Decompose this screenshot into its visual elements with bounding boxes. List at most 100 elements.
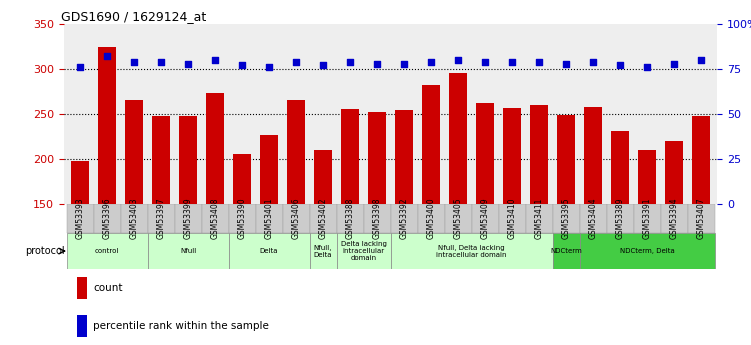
Bar bbox=[611, 131, 629, 204]
Bar bbox=[553, 204, 580, 233]
Bar bbox=[580, 204, 607, 233]
Bar bbox=[607, 204, 634, 233]
Bar bbox=[584, 107, 602, 204]
Text: GSM53397: GSM53397 bbox=[156, 197, 165, 239]
Point bbox=[263, 65, 275, 70]
Point bbox=[587, 59, 599, 65]
Bar bbox=[530, 105, 547, 204]
Bar bbox=[174, 204, 201, 233]
Point bbox=[614, 63, 626, 68]
Text: GSM53392: GSM53392 bbox=[400, 198, 409, 239]
Bar bbox=[147, 204, 174, 233]
Bar bbox=[422, 85, 440, 204]
Bar bbox=[499, 204, 526, 233]
Bar bbox=[472, 204, 499, 233]
Bar bbox=[557, 115, 575, 204]
Bar bbox=[476, 103, 494, 204]
Bar bbox=[67, 233, 147, 269]
Text: Nfull: Nfull bbox=[180, 248, 196, 254]
Bar bbox=[309, 233, 336, 269]
Text: GSM53398: GSM53398 bbox=[372, 198, 382, 239]
Point bbox=[695, 57, 707, 63]
Point bbox=[182, 61, 194, 66]
Point bbox=[398, 61, 410, 66]
Bar bbox=[665, 141, 683, 204]
Text: GSM53406: GSM53406 bbox=[291, 197, 300, 239]
Bar bbox=[395, 110, 413, 204]
Bar bbox=[125, 100, 143, 204]
Text: GSM53390: GSM53390 bbox=[237, 197, 246, 239]
Point bbox=[101, 54, 113, 59]
Bar bbox=[580, 233, 714, 269]
Text: Nfull, Delta lacking
intracellular domain: Nfull, Delta lacking intracellular domai… bbox=[436, 245, 507, 258]
Point bbox=[452, 57, 464, 63]
Bar bbox=[503, 108, 520, 204]
Point bbox=[155, 59, 167, 65]
Text: GSM53408: GSM53408 bbox=[210, 198, 219, 239]
Bar bbox=[687, 204, 714, 233]
Text: GSM53402: GSM53402 bbox=[318, 198, 327, 239]
Text: GSM53396: GSM53396 bbox=[103, 197, 112, 239]
Bar bbox=[147, 233, 228, 269]
Point bbox=[236, 63, 248, 68]
Text: GSM53403: GSM53403 bbox=[129, 197, 138, 239]
Bar bbox=[98, 47, 116, 204]
Point bbox=[479, 59, 491, 65]
Point bbox=[425, 59, 437, 65]
Bar bbox=[201, 204, 228, 233]
Bar bbox=[336, 233, 391, 269]
Bar bbox=[255, 204, 282, 233]
Bar bbox=[309, 204, 336, 233]
Bar bbox=[287, 100, 305, 204]
Bar bbox=[228, 204, 255, 233]
Text: GDS1690 / 1629124_at: GDS1690 / 1629124_at bbox=[61, 10, 206, 23]
Bar bbox=[634, 204, 661, 233]
Bar bbox=[449, 73, 467, 204]
Text: GSM53409: GSM53409 bbox=[481, 197, 490, 239]
Bar bbox=[120, 204, 147, 233]
Bar bbox=[526, 204, 553, 233]
Point bbox=[317, 63, 329, 68]
Bar bbox=[94, 204, 120, 233]
Bar bbox=[282, 204, 309, 233]
Bar bbox=[363, 204, 391, 233]
Bar bbox=[234, 154, 251, 204]
Point bbox=[209, 57, 221, 63]
Text: GSM53389: GSM53389 bbox=[616, 198, 625, 239]
Text: GSM53410: GSM53410 bbox=[508, 198, 517, 239]
Text: GSM53404: GSM53404 bbox=[589, 197, 598, 239]
Point bbox=[74, 65, 86, 70]
Bar bbox=[341, 109, 359, 204]
Text: GSM53401: GSM53401 bbox=[264, 198, 273, 239]
Text: NDCterm: NDCterm bbox=[550, 248, 582, 254]
Text: Delta: Delta bbox=[260, 248, 279, 254]
Text: GSM53400: GSM53400 bbox=[427, 197, 436, 239]
Bar bbox=[152, 116, 170, 204]
Text: GSM53391: GSM53391 bbox=[643, 198, 652, 239]
Bar bbox=[368, 112, 386, 204]
Bar bbox=[77, 315, 86, 337]
Bar bbox=[314, 150, 332, 204]
Bar bbox=[418, 204, 445, 233]
Text: Nfull,
Delta: Nfull, Delta bbox=[314, 245, 332, 258]
Bar bbox=[391, 233, 553, 269]
Bar bbox=[445, 204, 472, 233]
Point bbox=[641, 65, 653, 70]
Text: GSM53407: GSM53407 bbox=[696, 197, 705, 239]
Text: control: control bbox=[95, 248, 119, 254]
Point bbox=[371, 61, 383, 66]
Bar bbox=[261, 135, 278, 204]
Point bbox=[668, 61, 680, 66]
Text: GSM53388: GSM53388 bbox=[345, 198, 354, 239]
Bar bbox=[179, 116, 197, 204]
Text: protocol: protocol bbox=[25, 246, 65, 256]
Bar bbox=[77, 277, 86, 299]
Text: GSM53399: GSM53399 bbox=[183, 197, 192, 239]
Text: GSM53393: GSM53393 bbox=[76, 197, 85, 239]
Bar bbox=[71, 161, 89, 204]
Text: Delta lacking
intracellular
domain: Delta lacking intracellular domain bbox=[341, 241, 387, 261]
Text: percentile rank within the sample: percentile rank within the sample bbox=[93, 321, 269, 331]
Text: count: count bbox=[93, 283, 122, 293]
Text: GSM53394: GSM53394 bbox=[669, 197, 678, 239]
Bar bbox=[638, 150, 656, 204]
